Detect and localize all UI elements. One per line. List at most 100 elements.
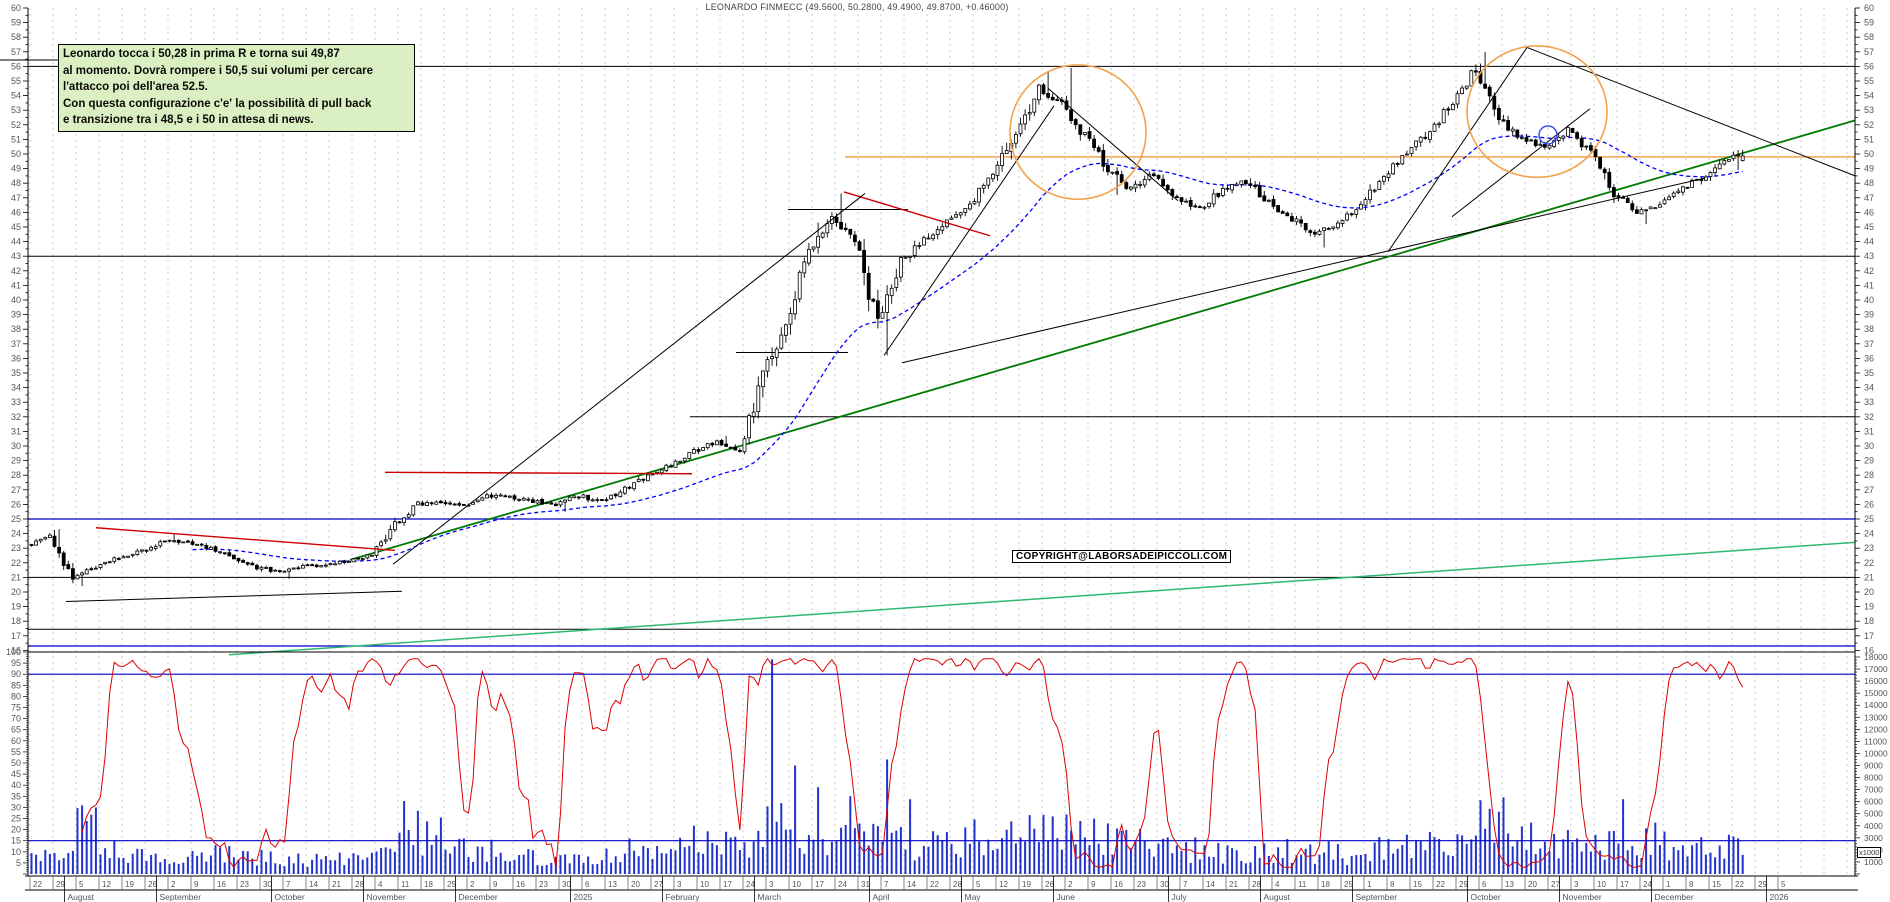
- svg-text:27: 27: [1864, 485, 1874, 495]
- svg-text:26: 26: [148, 880, 157, 889]
- svg-text:20: 20: [1528, 880, 1537, 889]
- svg-text:24: 24: [1643, 880, 1652, 889]
- analyst-annotation-box: Leonardo tocca i 50,28 in prima R e torn…: [58, 44, 415, 132]
- svg-text:39: 39: [1864, 310, 1874, 320]
- svg-text:60: 60: [11, 3, 21, 13]
- svg-text:20: 20: [11, 825, 21, 835]
- svg-text:18: 18: [424, 880, 433, 889]
- svg-text:57: 57: [11, 47, 21, 57]
- svg-text:September: September: [160, 892, 202, 902]
- svg-text:1: 1: [1367, 880, 1372, 889]
- svg-text:26: 26: [1864, 499, 1874, 509]
- svg-text:50: 50: [11, 149, 21, 159]
- green-trendlines: [228, 119, 1856, 656]
- svg-text:34: 34: [1864, 383, 1874, 393]
- svg-text:17: 17: [815, 880, 824, 889]
- svg-text:8000: 8000: [1864, 773, 1883, 783]
- svg-text:52: 52: [1864, 120, 1874, 130]
- svg-text:55: 55: [11, 76, 21, 86]
- svg-text:16: 16: [1114, 880, 1123, 889]
- svg-text:26: 26: [11, 499, 21, 509]
- svg-text:50: 50: [11, 758, 21, 768]
- svg-text:22: 22: [1436, 880, 1445, 889]
- svg-text:44: 44: [11, 237, 21, 247]
- svg-text:27: 27: [1551, 880, 1560, 889]
- svg-text:21: 21: [1864, 572, 1874, 582]
- svg-text:21: 21: [1229, 880, 1238, 889]
- svg-text:17: 17: [1620, 880, 1629, 889]
- svg-text:10: 10: [700, 880, 709, 889]
- svg-text:15: 15: [1712, 880, 1721, 889]
- svg-text:56: 56: [1864, 61, 1874, 71]
- svg-text:3000: 3000: [1864, 833, 1883, 843]
- svg-text:58: 58: [11, 32, 21, 42]
- svg-text:23: 23: [1137, 880, 1146, 889]
- svg-text:29: 29: [1459, 880, 1468, 889]
- svg-text:10000: 10000: [1864, 748, 1888, 758]
- svg-text:11000: 11000: [1864, 736, 1887, 746]
- svg-text:10: 10: [792, 880, 801, 889]
- svg-text:31: 31: [1864, 426, 1874, 436]
- svg-text:9: 9: [493, 880, 498, 889]
- svg-text:20: 20: [11, 587, 21, 597]
- svg-text:33: 33: [1864, 397, 1874, 407]
- svg-text:30: 30: [562, 880, 571, 889]
- svg-text:49: 49: [1864, 164, 1874, 174]
- svg-text:17: 17: [1864, 631, 1874, 641]
- svg-text:26: 26: [1045, 880, 1054, 889]
- svg-text:31: 31: [11, 426, 21, 436]
- svg-text:16: 16: [516, 880, 525, 889]
- svg-text:28: 28: [11, 470, 21, 480]
- svg-text:16: 16: [1864, 645, 1874, 655]
- svg-text:30: 30: [11, 441, 21, 451]
- svg-text:13000: 13000: [1864, 712, 1888, 722]
- svg-text:23: 23: [1864, 543, 1874, 553]
- svg-text:14: 14: [907, 880, 916, 889]
- svg-text:2025: 2025: [574, 892, 593, 902]
- svg-text:39: 39: [11, 310, 21, 320]
- price-levels: [28, 65, 1855, 647]
- svg-text:90: 90: [11, 669, 21, 679]
- svg-text:45: 45: [11, 222, 21, 232]
- svg-text:22: 22: [1864, 558, 1874, 568]
- svg-text:45: 45: [1864, 222, 1874, 232]
- svg-text:3: 3: [677, 880, 682, 889]
- svg-text:10: 10: [1597, 880, 1606, 889]
- svg-text:17: 17: [11, 631, 21, 641]
- svg-text:20: 20: [1864, 587, 1874, 597]
- svg-text:4: 4: [378, 880, 383, 889]
- svg-text:29: 29: [1758, 880, 1767, 889]
- svg-text:7: 7: [286, 880, 291, 889]
- svg-text:2: 2: [171, 880, 176, 889]
- svg-text:43: 43: [1864, 251, 1874, 261]
- svg-text:April: April: [873, 892, 890, 902]
- svg-text:30: 30: [1864, 441, 1874, 451]
- svg-text:13: 13: [1505, 880, 1514, 889]
- svg-text:28: 28: [1252, 880, 1261, 889]
- svg-text:60: 60: [1864, 3, 1874, 13]
- svg-text:December: December: [1655, 892, 1694, 902]
- svg-text:23: 23: [539, 880, 548, 889]
- svg-text:5: 5: [1781, 880, 1786, 889]
- svg-text:February: February: [666, 892, 701, 902]
- svg-text:70: 70: [11, 714, 21, 724]
- svg-text:4000: 4000: [1864, 821, 1883, 831]
- svg-text:24: 24: [1864, 529, 1874, 539]
- svg-text:8: 8: [1689, 880, 1694, 889]
- svg-text:25: 25: [447, 880, 456, 889]
- svg-text:9: 9: [1091, 880, 1096, 889]
- svg-text:53: 53: [11, 105, 21, 115]
- svg-text:58: 58: [1864, 32, 1874, 42]
- svg-text:30: 30: [1160, 880, 1169, 889]
- svg-text:33: 33: [11, 397, 21, 407]
- svg-text:37: 37: [1864, 339, 1874, 349]
- svg-text:8: 8: [1390, 880, 1395, 889]
- svg-text:65: 65: [11, 725, 21, 735]
- svg-text:3: 3: [769, 880, 774, 889]
- svg-text:52: 52: [11, 120, 21, 130]
- svg-text:22: 22: [1735, 880, 1744, 889]
- svg-text:45: 45: [11, 769, 21, 779]
- svg-text:4: 4: [1275, 880, 1280, 889]
